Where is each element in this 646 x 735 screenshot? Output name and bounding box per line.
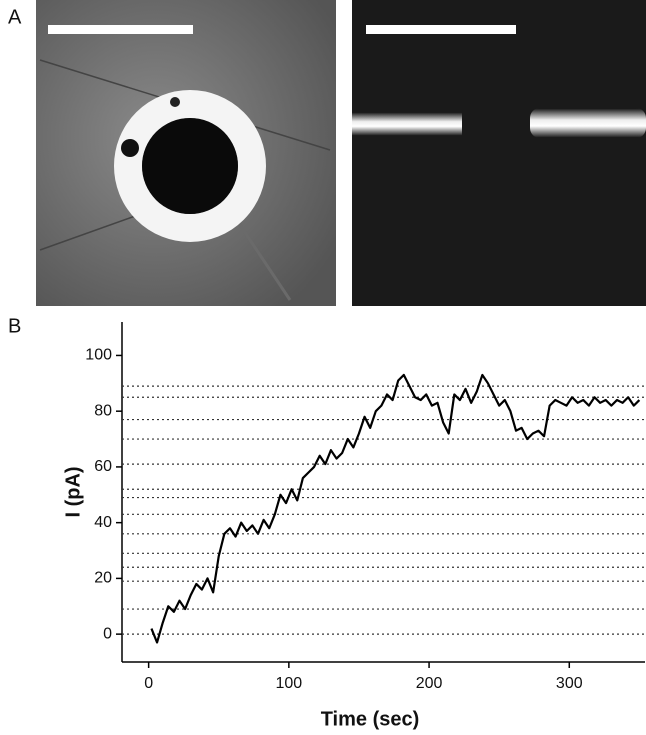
y-tick-label: 20 [94,570,112,587]
x-axis-label: Time (sec) [321,708,420,730]
micrograph-left [36,0,336,306]
x-tick-label: 300 [556,675,583,692]
y-tick-label: 60 [94,458,112,475]
y-tick-label: 0 [103,625,112,642]
y-tick-label: 100 [85,347,112,364]
x-tick-label: 100 [276,675,303,692]
x-tick-label: 200 [416,675,443,692]
panel-label: B [8,315,21,337]
current-trace [150,373,641,644]
micrograph-right [352,0,646,306]
y-axis-label: I (pA) [62,466,84,517]
x-tick-label: 0 [144,675,153,692]
y-tick-label: 80 [94,402,112,419]
panel-label: A [8,6,22,28]
y-tick-label: 40 [94,514,112,531]
